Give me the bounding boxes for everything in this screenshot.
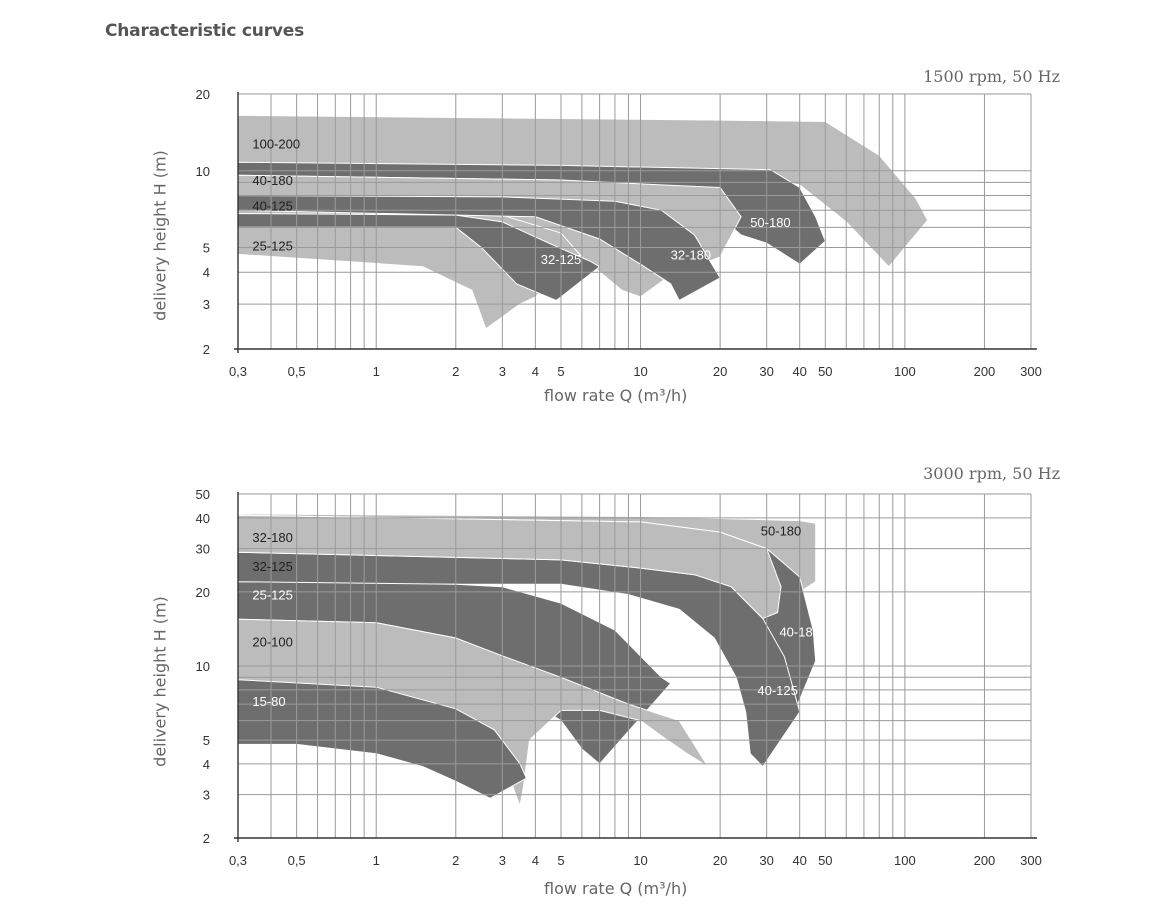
series-label-40-125: 40-125 bbox=[757, 683, 797, 698]
x-tick-label: 30 bbox=[759, 364, 773, 379]
series-label-40-180: 40-180 bbox=[252, 173, 292, 188]
series-label-50-180: 50-180 bbox=[750, 215, 790, 230]
y-tick-label: 20 bbox=[196, 585, 210, 600]
x-tick-label: 200 bbox=[974, 364, 996, 379]
series-label-40-180: 40-180 bbox=[779, 625, 819, 640]
x-tick-label: 20 bbox=[713, 853, 727, 868]
y-tick-label: 30 bbox=[196, 542, 210, 557]
y-tick-label: 3 bbox=[203, 788, 210, 803]
y-tick-label: 40 bbox=[196, 511, 210, 526]
y-tick-label: 4 bbox=[203, 265, 210, 280]
y-tick-label: 50 bbox=[196, 487, 210, 502]
chart2-speed-label: 3000 rpm, 50 Hz bbox=[923, 464, 1060, 483]
y-tick-label: 4 bbox=[203, 757, 210, 772]
chart2-x-axis-label: flow rate Q (m³/h) bbox=[544, 879, 688, 898]
series-label-40-125: 40-125 bbox=[252, 199, 292, 214]
x-tick-label: 30 bbox=[759, 853, 773, 868]
series-label-32-125: 32-125 bbox=[541, 252, 581, 267]
x-tick-label: 5 bbox=[557, 364, 564, 379]
x-tick-label: 100 bbox=[894, 853, 916, 868]
page-title: Characteristic curves bbox=[105, 21, 305, 41]
x-tick-label: 40 bbox=[792, 853, 806, 868]
series-label-15-80: 15-80 bbox=[252, 694, 285, 709]
series-label-50-180: 50-180 bbox=[761, 524, 801, 539]
series-label-20-100: 20-100 bbox=[252, 634, 292, 649]
x-tick-label: 1 bbox=[373, 364, 380, 379]
chart1-speed-label: 1500 rpm, 50 Hz bbox=[923, 67, 1060, 86]
x-tick-label: 0,3 bbox=[229, 364, 247, 379]
x-tick-label: 1 bbox=[373, 853, 380, 868]
x-tick-label: 0,5 bbox=[288, 853, 306, 868]
x-tick-label: 4 bbox=[532, 853, 539, 868]
series-group bbox=[237, 513, 817, 808]
chart1-x-axis-label: flow rate Q (m³/h) bbox=[544, 386, 688, 405]
x-tick-label: 300 bbox=[1020, 364, 1042, 379]
x-tick-label: 2 bbox=[452, 853, 459, 868]
x-tick-label: 3 bbox=[499, 364, 506, 379]
series-label-25-125: 25-125 bbox=[252, 588, 292, 603]
series-label-32-180: 32-180 bbox=[252, 530, 292, 545]
x-tick-label: 10 bbox=[633, 364, 647, 379]
x-tick-label: 5 bbox=[557, 853, 564, 868]
y-tick-label: 2 bbox=[203, 342, 210, 357]
x-tick-label: 0,3 bbox=[229, 853, 247, 868]
y-tick-label: 5 bbox=[203, 241, 210, 256]
x-tick-label: 2 bbox=[452, 364, 459, 379]
y-tick-label: 10 bbox=[196, 659, 210, 674]
x-tick-label: 200 bbox=[974, 853, 996, 868]
series-label-32-125: 32-125 bbox=[252, 559, 292, 574]
x-tick-label: 20 bbox=[713, 364, 727, 379]
y-tick-label: 20 bbox=[196, 87, 210, 102]
x-tick-label: 10 bbox=[633, 853, 647, 868]
x-tick-label: 50 bbox=[818, 853, 832, 868]
x-tick-label: 50 bbox=[818, 364, 832, 379]
x-tick-label: 4 bbox=[532, 364, 539, 379]
x-tick-label: 300 bbox=[1020, 853, 1042, 868]
series-label-100-200: 100-200 bbox=[252, 136, 300, 151]
y-tick-label: 10 bbox=[196, 164, 210, 179]
x-tick-label: 3 bbox=[499, 853, 506, 868]
y-tick-label: 3 bbox=[203, 297, 210, 312]
series-label-25-125: 25-125 bbox=[252, 238, 292, 253]
y-tick-label: 2 bbox=[203, 831, 210, 846]
x-tick-label: 100 bbox=[894, 364, 916, 379]
x-tick-label: 40 bbox=[792, 364, 806, 379]
x-tick-label: 0,5 bbox=[288, 364, 306, 379]
y-tick-label: 5 bbox=[203, 733, 210, 748]
series-label-32-180: 32-180 bbox=[671, 247, 711, 262]
